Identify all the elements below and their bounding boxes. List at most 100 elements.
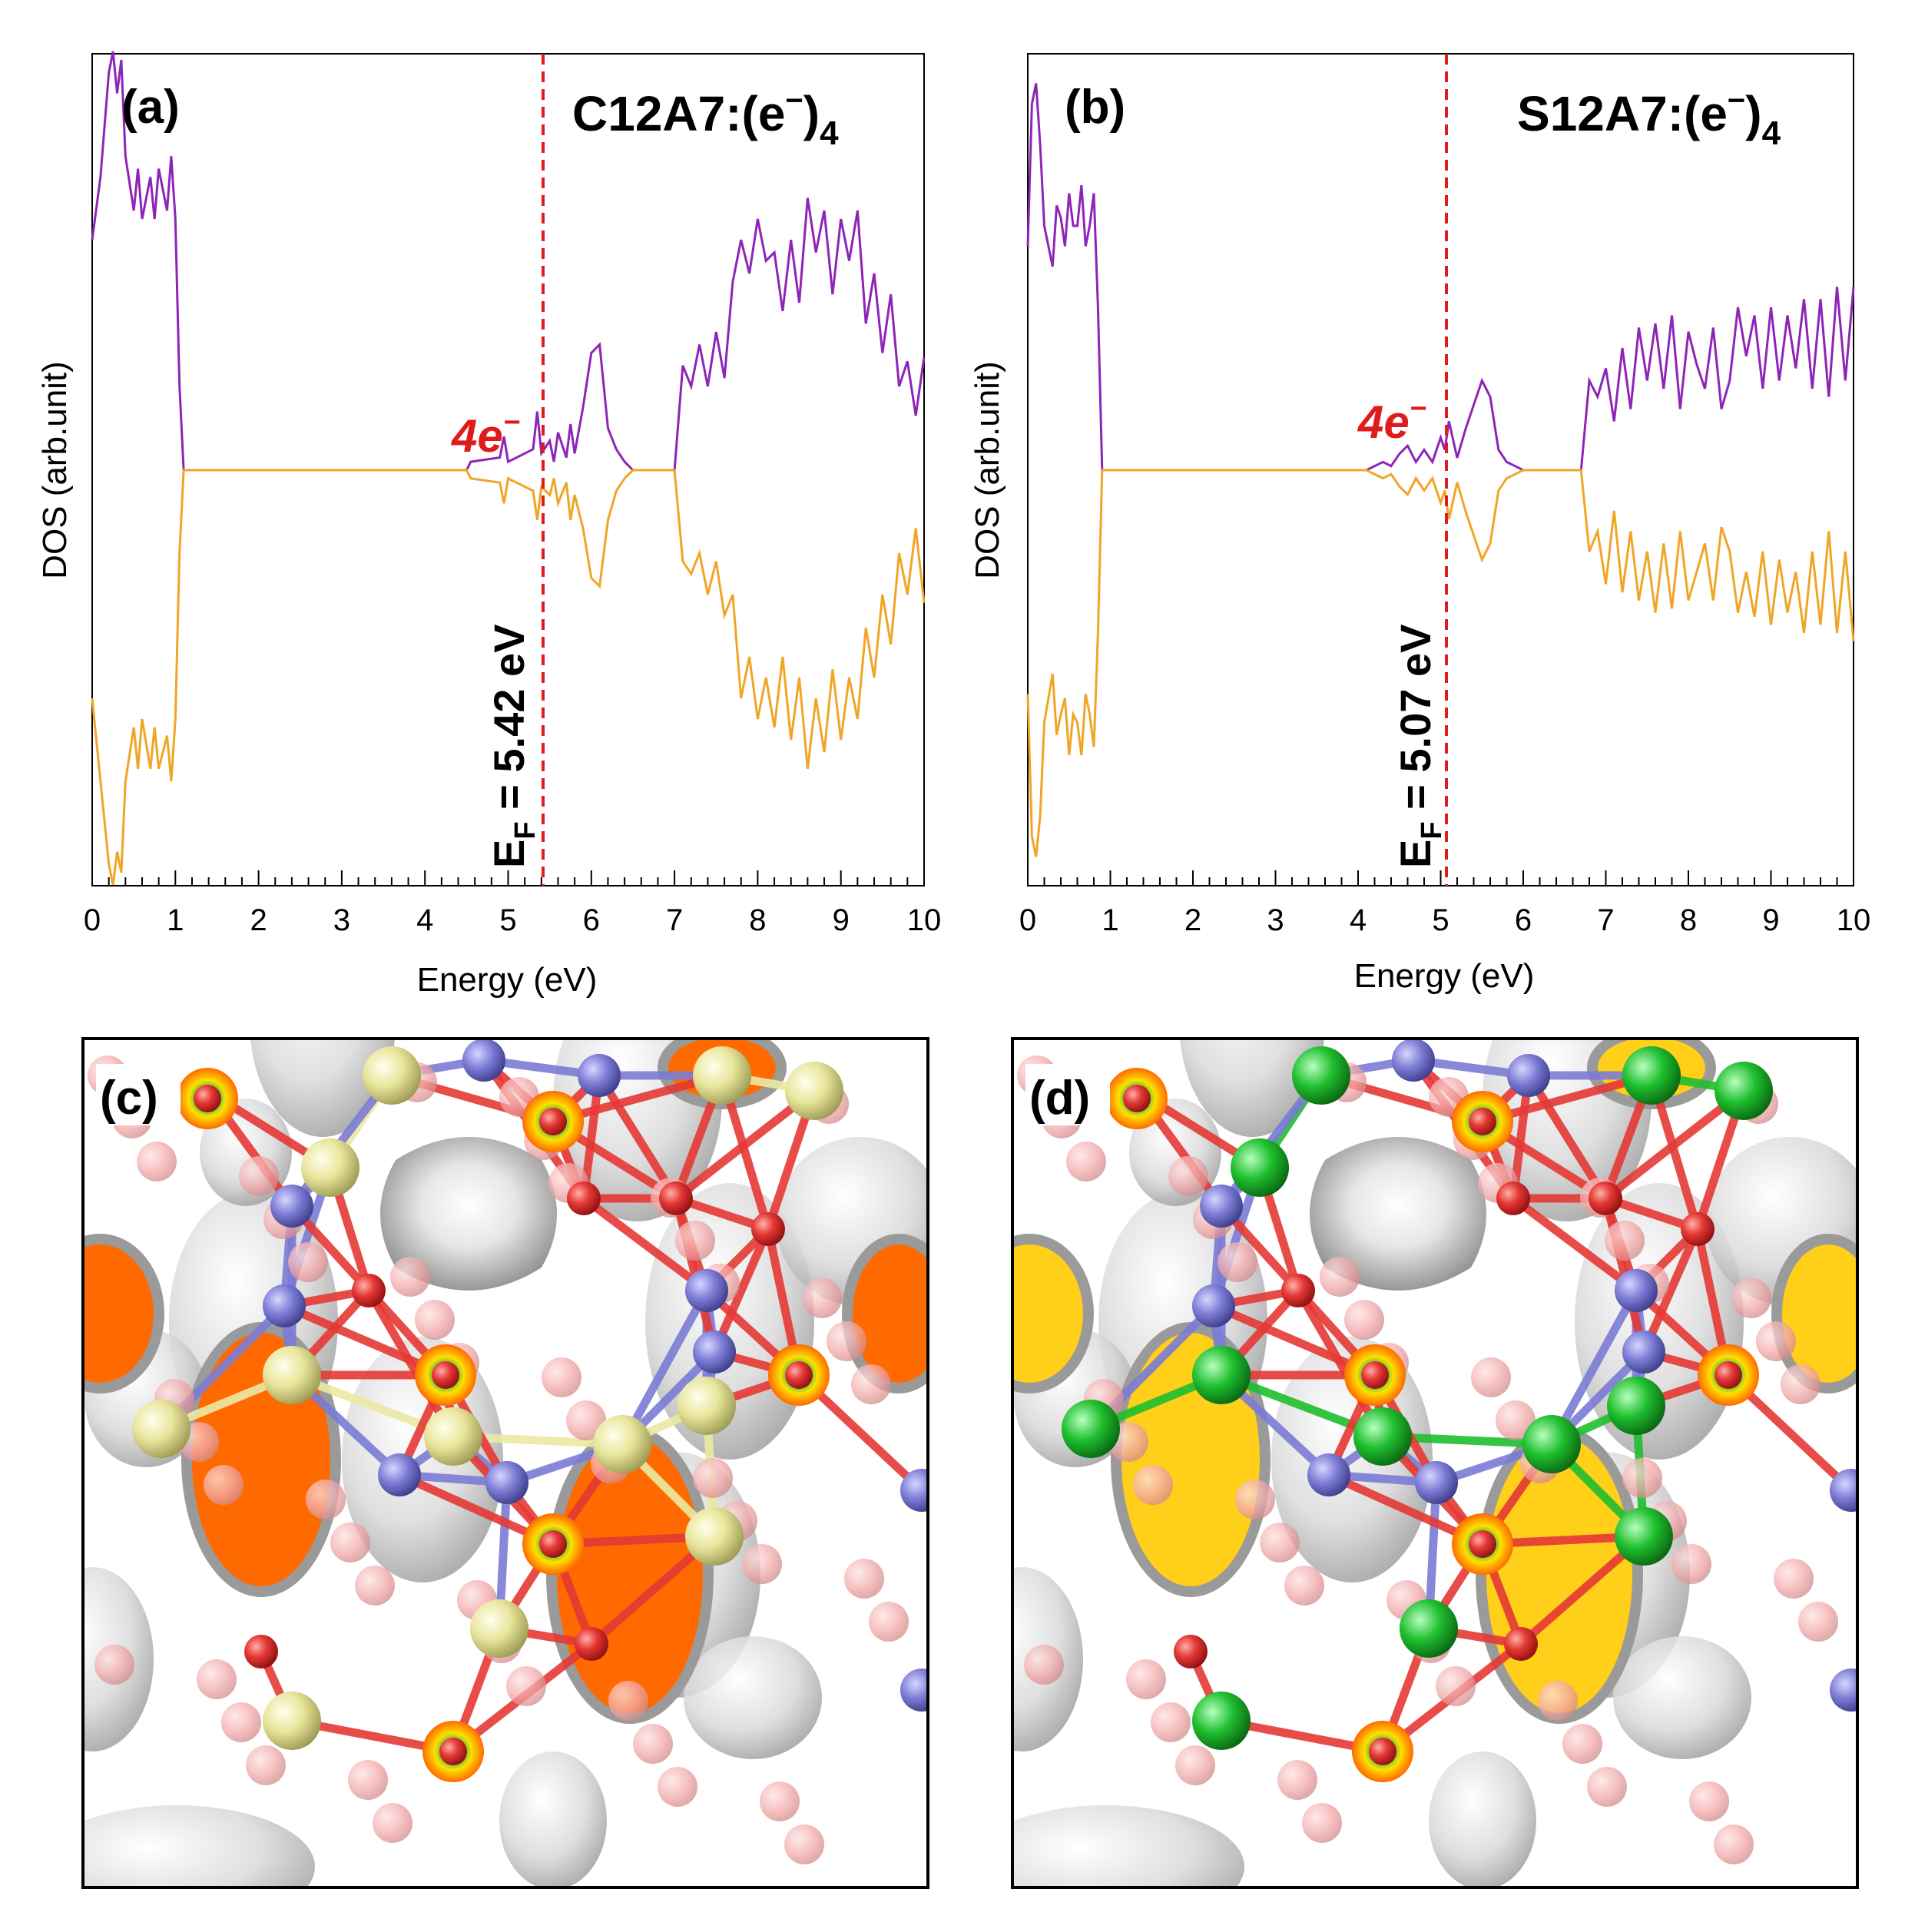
oxygen-atom-ghost bbox=[633, 1724, 673, 1764]
formula-label: S12A7:(e−)4 bbox=[1517, 84, 1781, 152]
x-tick-marks bbox=[1027, 870, 1854, 886]
bond bbox=[595, 1071, 681, 1203]
oxygen-atom-ghost bbox=[355, 1566, 395, 1606]
label-box bbox=[96, 1064, 181, 1125]
oxygen-atom-ghost bbox=[330, 1523, 370, 1563]
oxygen-atom-ghost bbox=[1175, 1745, 1215, 1785]
metal-atom bbox=[1714, 1062, 1773, 1120]
oxygen-atom bbox=[1361, 1361, 1389, 1389]
metal-atom bbox=[685, 1507, 744, 1566]
oxygen-atom bbox=[539, 1530, 567, 1558]
oxygen-atom bbox=[659, 1181, 693, 1215]
structure-image-d: (d) bbox=[1011, 1037, 1859, 1889]
oxygen-atom-ghost bbox=[1284, 1566, 1324, 1606]
formula-label: C12A7:(e−)4 bbox=[572, 84, 839, 152]
oxygen-atom-ghost bbox=[1344, 1300, 1384, 1340]
oxygen-atom bbox=[785, 1361, 813, 1389]
metal-atom bbox=[470, 1599, 528, 1658]
aluminium-atom bbox=[685, 1269, 728, 1312]
oxygen-atom-ghost bbox=[348, 1760, 388, 1800]
aluminium-atom bbox=[1507, 1054, 1550, 1097]
x-tick-labels: 0 1 2 3 4 5 6 7 8 9 10 bbox=[84, 903, 941, 937]
oxygen-atom-ghost bbox=[1731, 1278, 1771, 1318]
metal-atom bbox=[424, 1407, 482, 1466]
oxygen-atom-ghost bbox=[221, 1702, 261, 1742]
charge-isosurface bbox=[1012, 1805, 1244, 1887]
y-axis-label: DOS (arb.unit) bbox=[969, 361, 1006, 579]
x-tick-label: 2 bbox=[250, 903, 267, 937]
oxygen-atom-ghost bbox=[1496, 1400, 1536, 1440]
cage-electron-density bbox=[557, 1437, 703, 1713]
oxygen-atom-ghost bbox=[306, 1480, 346, 1519]
oxygen-atom-ghost bbox=[1436, 1666, 1476, 1706]
oxygen-atom-ghost bbox=[506, 1666, 546, 1706]
electron-peak-label: 4e− bbox=[1357, 393, 1426, 448]
metal-atom bbox=[1062, 1400, 1120, 1458]
oxygen-atom-ghost bbox=[390, 1257, 430, 1297]
aluminium-atom bbox=[1200, 1185, 1243, 1228]
oxygen-atom bbox=[1469, 1108, 1496, 1135]
oxygen-atom-ghost bbox=[1471, 1357, 1511, 1397]
charge-isosurface bbox=[499, 1751, 607, 1887]
metal-atom bbox=[1622, 1046, 1681, 1105]
oxygen-atom-ghost bbox=[246, 1745, 286, 1785]
bond bbox=[1547, 1286, 1641, 1449]
oxygen-atom bbox=[1504, 1627, 1538, 1661]
electron-peak-label: 4e− bbox=[451, 406, 520, 462]
x-tick-labels: 0 1 2 3 4 5 6 7 8 9 10 bbox=[1019, 903, 1870, 937]
oxygen-atom-ghost bbox=[1774, 1559, 1814, 1599]
oxygen-atom bbox=[352, 1274, 386, 1307]
metal-atom bbox=[1292, 1046, 1350, 1105]
atom-layer bbox=[88, 1039, 928, 1864]
oxygen-atom-ghost bbox=[784, 1824, 824, 1864]
oxygen-atom-ghost bbox=[373, 1803, 412, 1843]
oxygen-atom-ghost bbox=[1126, 1659, 1166, 1699]
x-tick-label: 10 bbox=[907, 903, 942, 937]
oxygen-atom-ghost bbox=[415, 1300, 455, 1340]
oxygen-atom-ghost bbox=[827, 1321, 866, 1361]
oxygen-atom bbox=[1174, 1635, 1208, 1669]
cage-electron-isosurface bbox=[380, 1137, 557, 1291]
cage-electron-isosurface bbox=[1310, 1137, 1486, 1291]
metal-atom bbox=[301, 1138, 359, 1197]
aluminium-atom bbox=[693, 1331, 736, 1374]
oxygen-atom-ghost bbox=[1218, 1242, 1257, 1282]
x-tick-label: 9 bbox=[1762, 903, 1779, 937]
oxygen-atom bbox=[1469, 1530, 1496, 1558]
aluminium-atom bbox=[485, 1461, 528, 1504]
fermi-energy-label: EF = 5.42 eV bbox=[485, 625, 542, 868]
charge-isosurface bbox=[1429, 1751, 1536, 1887]
oxygen-atom-ghost bbox=[1587, 1767, 1627, 1807]
oxygen-atom-ghost bbox=[566, 1400, 606, 1440]
oxygen-atom bbox=[539, 1108, 567, 1135]
x-tick-label: 10 bbox=[1837, 903, 1871, 937]
aluminium-atom bbox=[1307, 1453, 1350, 1496]
oxygen-atom-ghost bbox=[94, 1645, 134, 1685]
oxygen-atom-ghost bbox=[542, 1357, 581, 1397]
charge-isosurface bbox=[83, 1805, 315, 1887]
oxygen-atom bbox=[751, 1212, 785, 1246]
oxygen-atom-ghost bbox=[288, 1242, 328, 1282]
metal-atom bbox=[1607, 1377, 1665, 1435]
oxygen-atom-ghost bbox=[1151, 1702, 1191, 1742]
atom-layer bbox=[1017, 1039, 1857, 1864]
y-axis-label: DOS (arb.unit) bbox=[36, 361, 74, 579]
charge-isosurface bbox=[1012, 1567, 1083, 1751]
spin-up-series bbox=[91, 51, 926, 472]
oxygen-atom-ghost bbox=[1798, 1602, 1838, 1642]
metal-atom bbox=[363, 1046, 421, 1105]
oxygen-atom-ghost bbox=[658, 1767, 697, 1807]
fermi-energy-label: EF = 5.07 eV bbox=[1391, 625, 1448, 868]
aluminium-atom bbox=[900, 1469, 928, 1512]
oxygen-atom bbox=[439, 1738, 467, 1765]
aluminium-atom bbox=[1192, 1284, 1235, 1327]
oxygen-atom bbox=[567, 1181, 601, 1215]
metal-atom bbox=[1192, 1346, 1251, 1404]
charge-isosurface bbox=[684, 1636, 822, 1759]
oxygen-atom-ghost bbox=[1066, 1142, 1106, 1181]
oxygen-atom-ghost bbox=[1302, 1803, 1342, 1843]
metal-atom bbox=[1522, 1415, 1581, 1473]
spin-down-series bbox=[1026, 469, 1855, 857]
x-axis-label: Energy (eV) bbox=[1354, 957, 1535, 995]
